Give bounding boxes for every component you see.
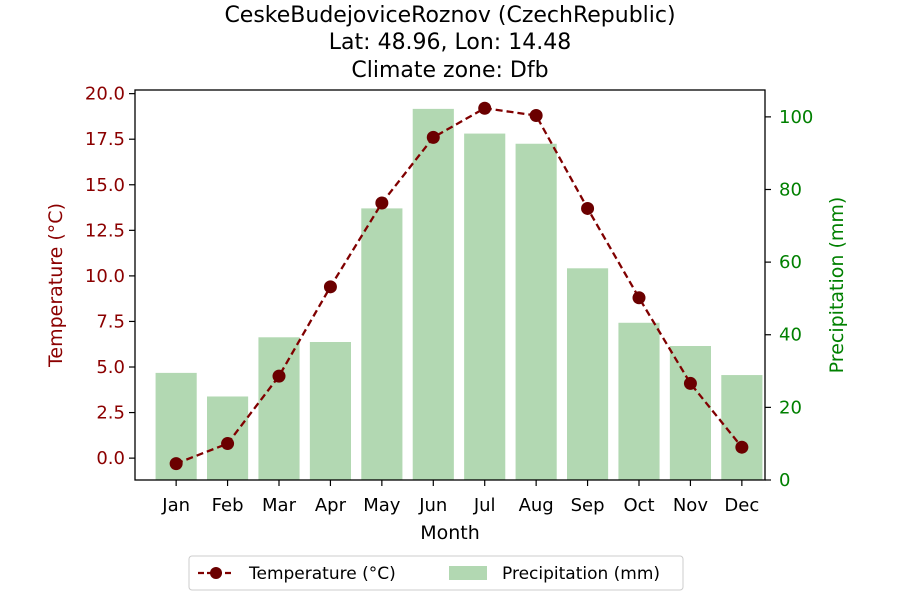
chart-title-line-2: Lat: 48.96, Lon: 14.48 — [329, 30, 571, 55]
x-tick-label: Jan — [161, 495, 190, 516]
temperature-point — [426, 130, 440, 144]
right-tick-label: 80 — [779, 179, 802, 200]
precipitation-bar — [618, 322, 660, 480]
x-tick-label: Sep — [571, 495, 605, 516]
right-tick-label: 40 — [779, 325, 802, 346]
precipitation-bar — [721, 375, 763, 480]
left-axis-ticks: 0.0 2.5 5.0 7.5 10.0 12.5 15.0 17.5 20.0 — [85, 84, 135, 469]
legend-temperature-label: Temperature (°C) — [248, 564, 396, 584]
left-tick-label: 15.0 — [85, 175, 125, 196]
x-tick-label: Mar — [262, 495, 297, 516]
y-axis-right-label: Precipitation (mm) — [826, 197, 848, 374]
x-tick-label: Jun — [418, 495, 447, 516]
temperature-point — [221, 437, 235, 451]
temperature-point — [478, 101, 492, 115]
temperature-line-layer — [169, 101, 749, 471]
x-tick-label: Jul — [473, 495, 496, 516]
precipitation-bar — [258, 337, 300, 480]
left-tick-label: 2.5 — [96, 403, 125, 424]
right-tick-label: 100 — [779, 107, 813, 128]
x-tick-label: Nov — [673, 495, 708, 516]
left-tick-label: 5.0 — [96, 357, 125, 378]
left-tick-label: 12.5 — [85, 220, 125, 241]
precipitation-bar — [361, 208, 403, 480]
temperature-point — [272, 369, 286, 383]
precipitation-bar — [309, 342, 351, 480]
right-tick-label: 20 — [779, 397, 802, 418]
temperature-point — [735, 440, 749, 454]
right-tick-label: 60 — [779, 252, 802, 273]
chart-title: CeskeBudejoviceRoznov (CzechRepublic) La… — [224, 3, 675, 83]
right-axis-ticks: 0 20 40 60 80 100 — [765, 107, 813, 491]
left-tick-label: 10.0 — [85, 266, 125, 287]
legend-precipitation-swatch — [449, 566, 487, 580]
legend-precipitation-label: Precipitation (mm) — [502, 564, 660, 584]
left-tick-label: 0.0 — [96, 448, 125, 469]
precipitation-bar — [567, 268, 609, 480]
precipitation-bar — [515, 143, 557, 480]
temperature-point — [375, 196, 389, 210]
x-tick-label: Oct — [623, 495, 654, 516]
temperature-point — [632, 291, 646, 305]
x-tick-label: May — [363, 495, 401, 516]
plot-frame — [134, 89, 766, 481]
right-tick-label: 0 — [779, 470, 790, 491]
legend-frame — [188, 555, 684, 591]
temperature-point — [581, 201, 595, 215]
legend-temperature-swatch-marker — [210, 567, 222, 579]
left-tick-label: 20.0 — [85, 84, 125, 105]
precipitation-bars — [155, 108, 763, 480]
x-tick-label: Aug — [519, 495, 554, 516]
temperature-point — [683, 376, 697, 390]
left-tick-label: 7.5 — [96, 311, 125, 332]
temperature-point — [169, 457, 183, 471]
temperature-point — [529, 109, 543, 123]
chart-title-line-1: CeskeBudejoviceRoznov (CzechRepublic) — [224, 3, 675, 28]
x-axis-label: Month — [420, 522, 480, 544]
legend: Temperature (°C) Precipitation (mm) — [188, 555, 684, 591]
left-tick-label: 17.5 — [85, 129, 125, 150]
precipitation-bar — [669, 346, 711, 480]
temperature-line — [175, 107, 743, 465]
precipitation-bar — [412, 108, 454, 480]
x-tick-label: Apr — [315, 495, 347, 516]
chart-title-line-3: Climate zone: Dfb — [351, 58, 548, 83]
x-tick-label: Dec — [724, 495, 759, 516]
x-axis-ticks: Jan Feb Mar Apr May Jun Jul Aug Sep Oct Nov Dec — [161, 480, 759, 516]
x-tick-label: Feb — [212, 495, 244, 516]
y-axis-left-label: Temperature (°C) — [45, 203, 67, 368]
temperature-point — [323, 280, 337, 294]
precipitation-bar — [464, 133, 506, 480]
